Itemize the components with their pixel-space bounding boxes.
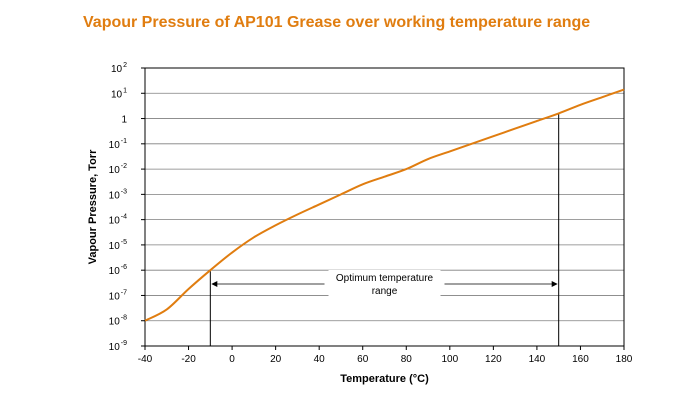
x-tick-label: 160 <box>572 354 589 365</box>
x-tick-label: -20 <box>181 354 196 365</box>
x-tick-label: -40 <box>138 354 153 365</box>
y-tick-exponent: -3 <box>121 188 127 195</box>
plot-frame <box>144 67 625 347</box>
x-tick-label: 80 <box>401 354 413 365</box>
x-tick-label: 180 <box>616 354 633 365</box>
y-tick-base: 10 <box>109 342 121 353</box>
y-tick-exponent: -1 <box>121 138 127 145</box>
y-tick-base: 10 <box>109 241 121 252</box>
x-tick-label: 40 <box>314 354 326 365</box>
y-tick-label: 10-2 <box>109 163 127 176</box>
y-tick-label: 10-1 <box>109 138 127 151</box>
y-tick-label: 10-9 <box>109 340 127 353</box>
x-tick-label: 100 <box>441 354 458 365</box>
range-label-line1: Optimum temperature <box>336 273 434 284</box>
x-tick-label: 60 <box>357 354 369 365</box>
y-tick-base: 10 <box>109 140 121 151</box>
y-tick-base: 10 <box>109 317 121 328</box>
y-tick-exponent: 2 <box>123 62 127 69</box>
y-tick-base: 10 <box>111 89 123 100</box>
y-tick-exponent: -7 <box>121 289 127 296</box>
y-tick-base: 10 <box>109 165 121 176</box>
y-tick-labels: 102101110-110-210-310-410-510-610-710-81… <box>109 62 145 353</box>
range-label-line2: range <box>372 286 398 297</box>
x-tick-labels: -40 -20 0 20 40 60 80 100 120 140 160 180 <box>138 346 633 365</box>
x-tick-label: 20 <box>270 354 282 365</box>
y-tick-label: 10-7 <box>109 289 127 302</box>
range-arrowhead-right <box>551 281 558 287</box>
y-tick-label: 102 <box>111 62 127 75</box>
y-tick-exponent: -6 <box>121 264 127 271</box>
y-tick-label: 10-4 <box>109 214 127 227</box>
chart-title: Vapour Pressure of AP101 Grease over wor… <box>83 14 591 31</box>
y-tick-label: 101 <box>111 87 127 100</box>
y-axis-label: Vapour Pressure, Torr <box>87 149 99 264</box>
range-label-background <box>328 270 441 300</box>
y-tick-base: 10 <box>109 291 121 302</box>
y-tick-exponent: -2 <box>121 163 127 170</box>
y-tick-exponent: -4 <box>121 214 127 221</box>
y-tick-label: 10-8 <box>109 315 127 328</box>
y-tick-exponent: -5 <box>121 239 127 246</box>
y-tick-label: 10-5 <box>109 239 127 252</box>
x-tick-label: 120 <box>485 354 502 365</box>
y-tick-base: 10 <box>109 216 121 227</box>
y-tick-exponent: -8 <box>121 315 127 322</box>
y-tick-exponent: 1 <box>123 87 127 94</box>
y-tick-base: 10 <box>111 64 123 75</box>
y-tick-base: 10 <box>109 190 121 201</box>
y-tick-label: 10-6 <box>109 264 127 277</box>
range-arrowhead-left <box>211 281 218 287</box>
series-line-vapour-pressure <box>144 88 625 322</box>
x-axis-label: Temperature (°C) <box>340 373 429 385</box>
optimum-range-annotation: Optimum temperature range <box>209 113 560 346</box>
y-tick-label: 1 <box>121 115 127 126</box>
x-tick-label: 140 <box>529 354 546 365</box>
y-tick-base: 10 <box>109 266 121 277</box>
y-tick-exponent: -9 <box>121 340 127 347</box>
y-tick-base: 1 <box>121 115 127 126</box>
x-tick-label: 0 <box>229 354 235 365</box>
y-tick-label: 10-3 <box>109 188 127 201</box>
